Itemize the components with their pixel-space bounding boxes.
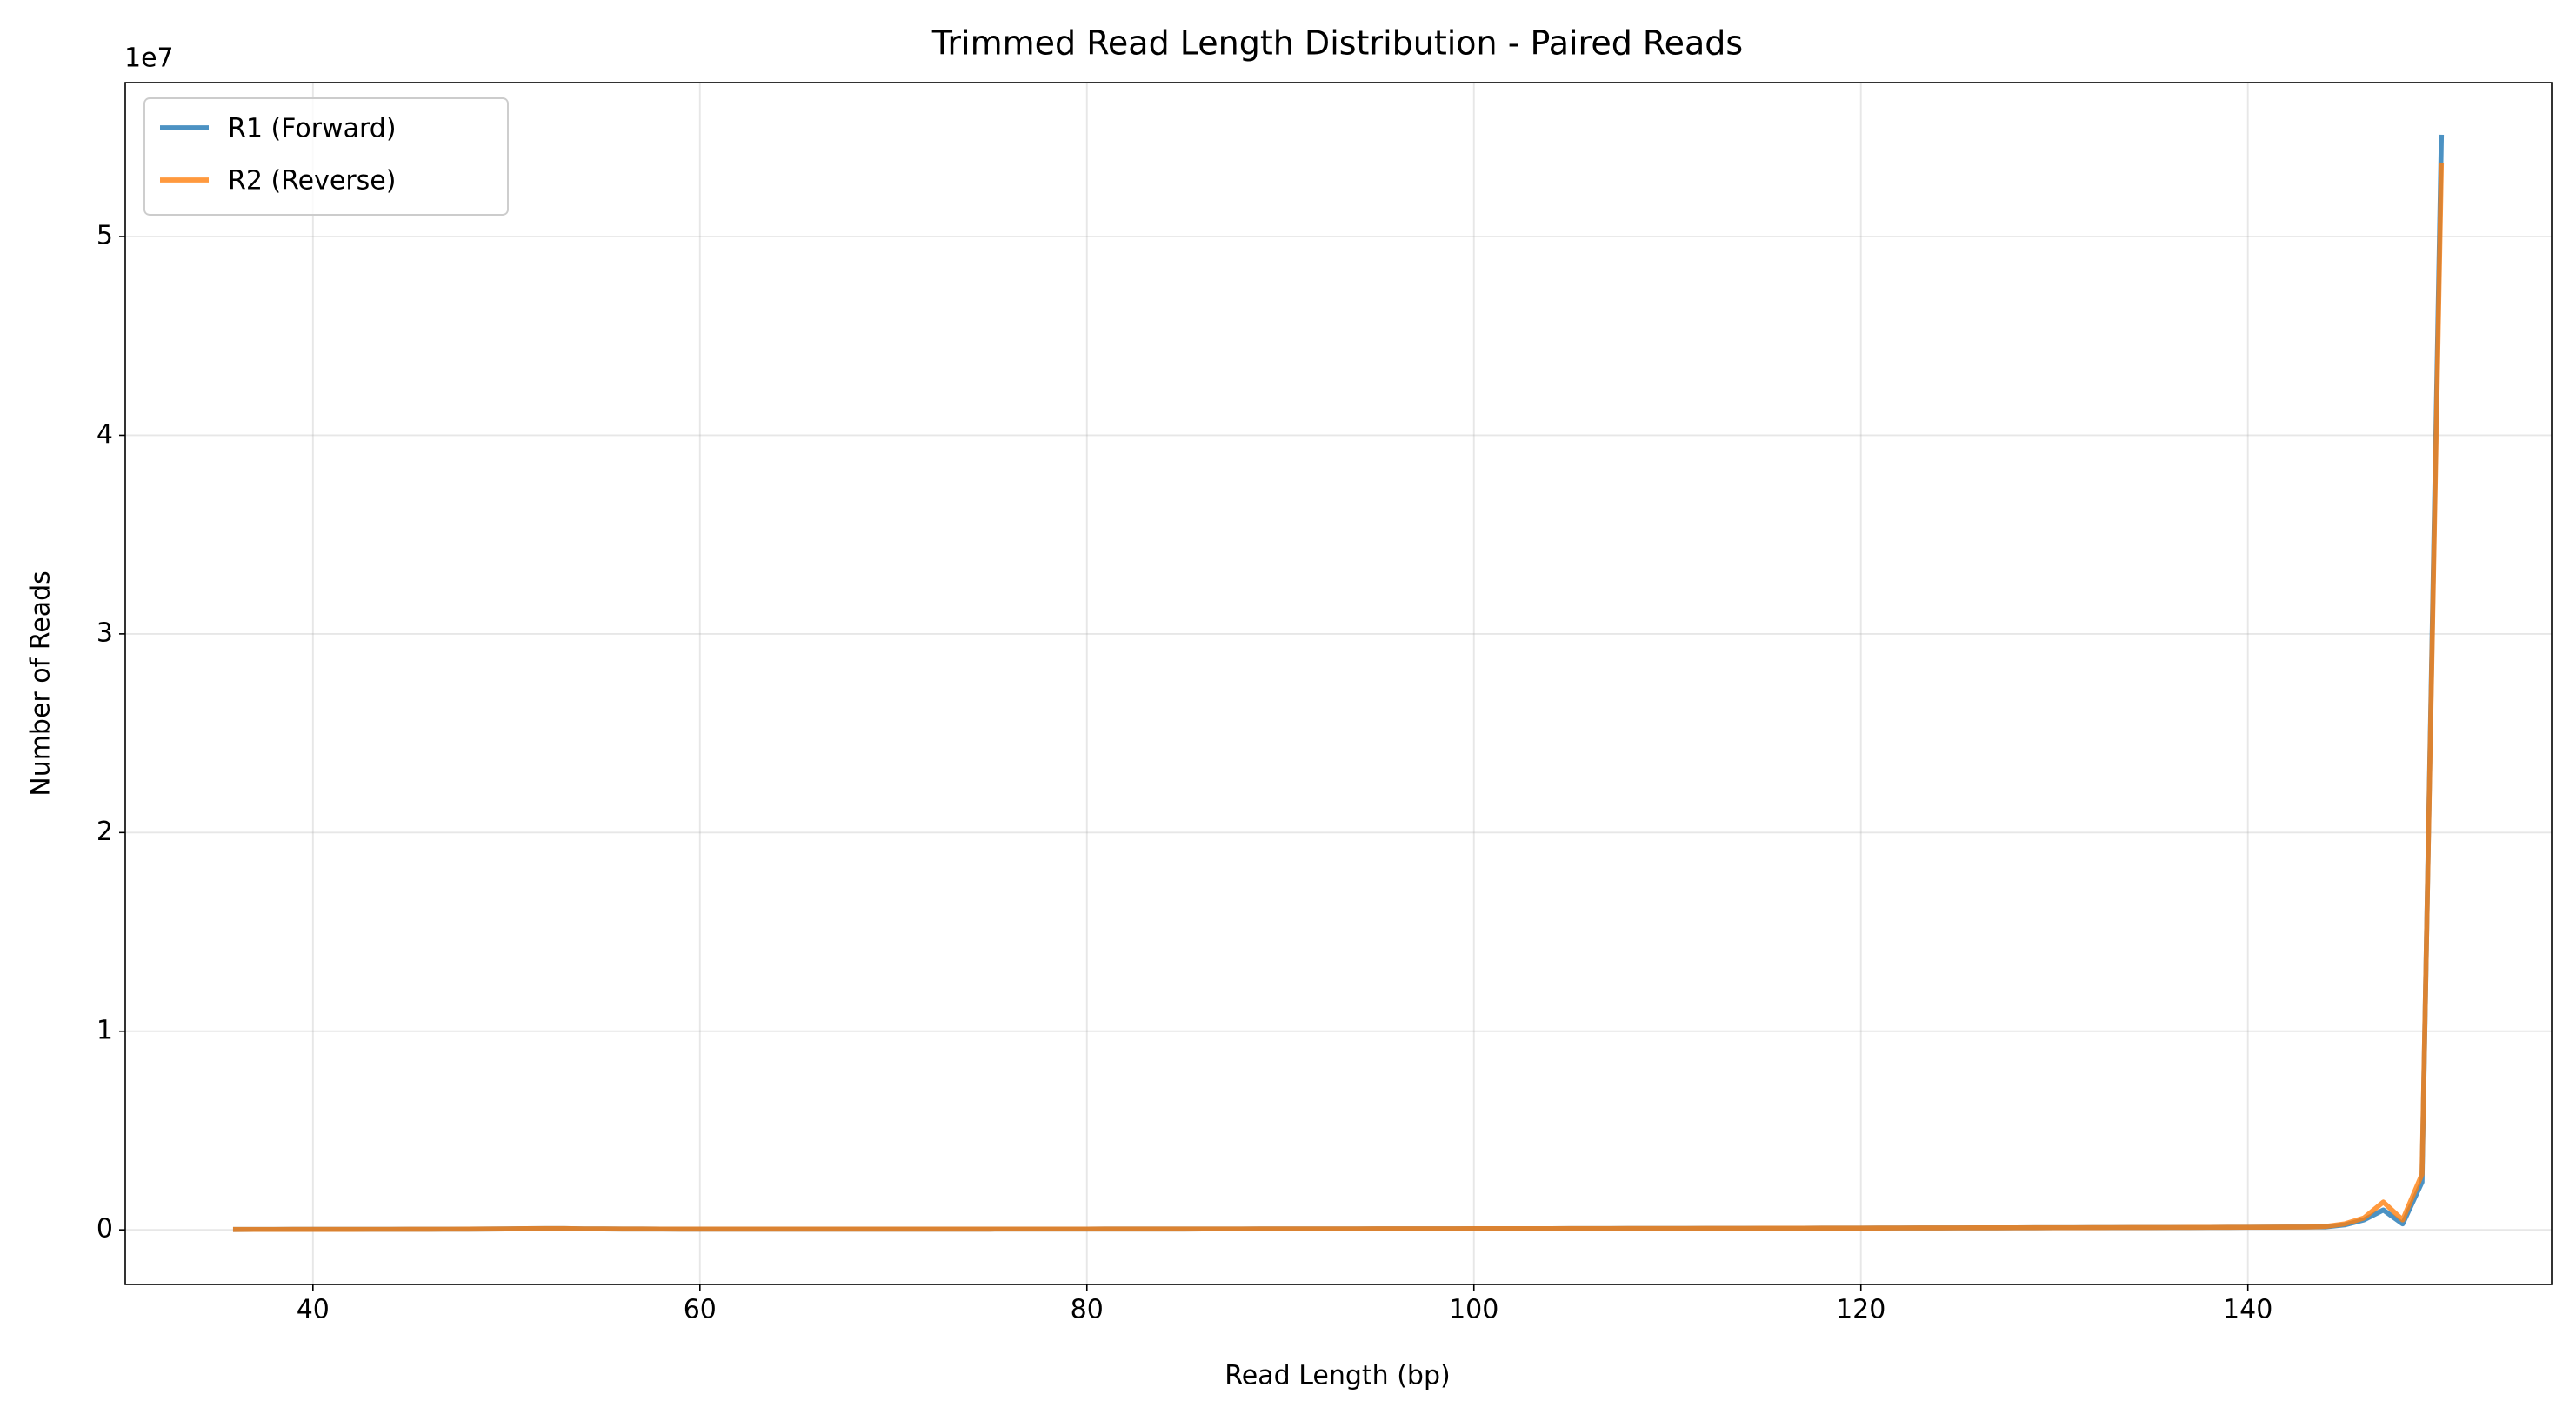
y-tick-label: 5: [97, 221, 113, 251]
x-tick-label: 60: [684, 1295, 717, 1325]
legend-label: R1 (Forward): [228, 114, 397, 144]
y-axis-label: Number of Reads: [26, 570, 57, 797]
y-tick-label: 0: [97, 1214, 113, 1244]
y-offset-label: 1e7: [124, 43, 174, 74]
x-tick-label: 80: [1071, 1295, 1104, 1325]
legend-box: [143, 97, 509, 216]
x-tick-label: 140: [2223, 1295, 2272, 1325]
x-axis-label: Read Length (bp): [1225, 1361, 1450, 1391]
y-tick-label: 1: [97, 1015, 113, 1045]
legend-label: R2 (Reverse): [228, 166, 396, 197]
y-tick-label: 4: [97, 419, 113, 450]
x-tick-label: 100: [1449, 1295, 1498, 1325]
chart-title: Trimmed Read Length Distribution - Paire…: [931, 24, 1743, 63]
y-tick-label: 2: [97, 817, 113, 847]
plot-frame: [124, 82, 2553, 1285]
x-tick-label: 120: [1836, 1295, 1885, 1325]
y-tick-label: 3: [97, 617, 113, 648]
x-tick-label: 40: [297, 1295, 330, 1325]
data-line: [232, 162, 2445, 1232]
